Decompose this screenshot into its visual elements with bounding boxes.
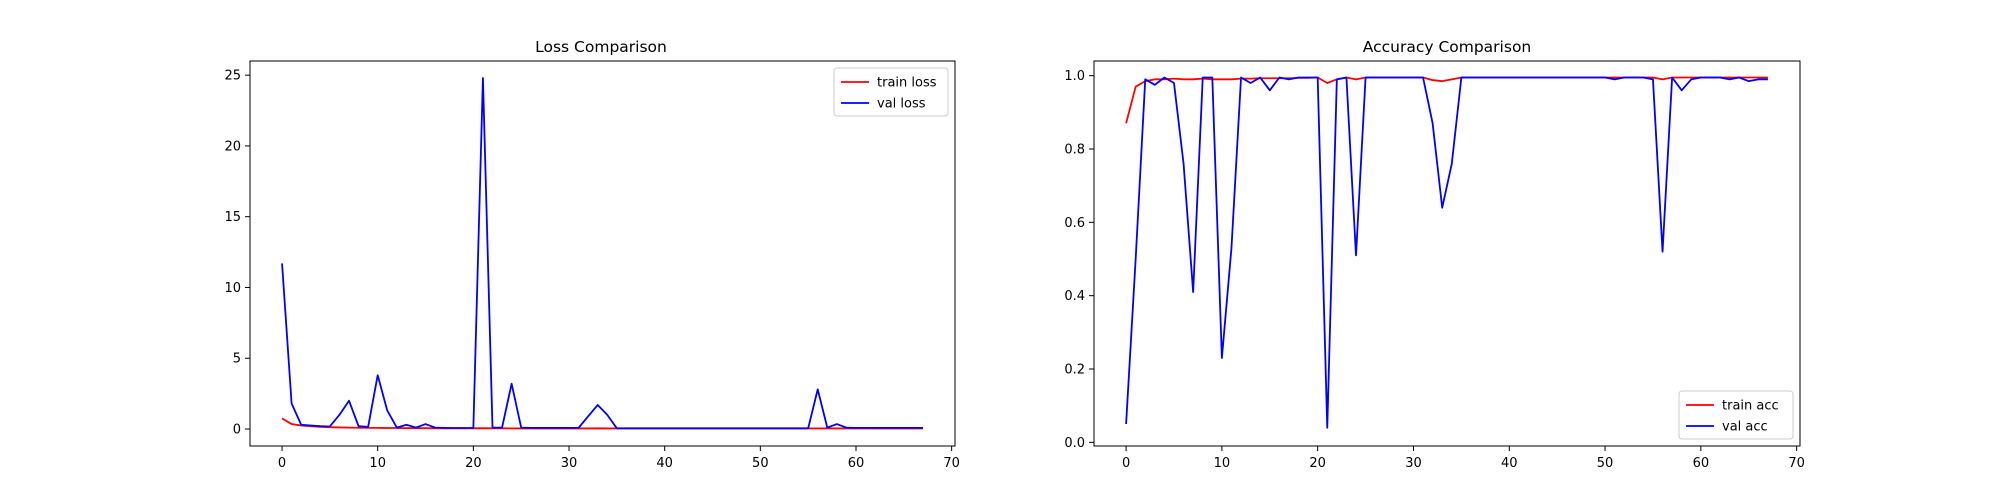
loss-comparison-chart: Loss Comparison 0 10 20 30 40 50 60 70 0 5 10 15 20 2… <box>224 38 959 471</box>
x-tick-label: 0 <box>1122 456 1130 471</box>
series-line-val-acc <box>1125 76 1768 429</box>
y-tick-label: 0.8 <box>1064 143 1085 158</box>
y-tick-label: 25 <box>224 69 241 84</box>
x-tick-label: 50 <box>1597 456 1614 471</box>
x-tick-label: 30 <box>1405 456 1422 471</box>
y-tick-label: 1.0 <box>1064 69 1085 84</box>
y-tick-label: 0.2 <box>1064 363 1085 378</box>
legend-box <box>1678 390 1794 440</box>
x-tick-label: 10 <box>1214 456 1231 471</box>
legend-label-train-loss: train loss <box>877 76 937 91</box>
series-line-val-loss <box>281 77 923 430</box>
legend-label-val-acc: val acc <box>1722 420 1768 435</box>
y-tick-label: 15 <box>224 210 241 225</box>
x-tick-label: 20 <box>1309 456 1326 471</box>
y-tick-label: 5 <box>233 352 241 367</box>
chart-title: Loss Comparison <box>535 38 667 56</box>
y-tick-label: 0.6 <box>1064 216 1085 231</box>
x-tick-label: 70 <box>1788 456 1805 471</box>
x-tick-label: 30 <box>561 456 578 471</box>
series-line-train-loss <box>281 417 923 430</box>
x-tick-label: 10 <box>369 456 386 471</box>
chart-title: Accuracy Comparison <box>1363 38 1532 56</box>
x-tick-label: 60 <box>848 456 865 471</box>
plot-frame <box>1093 60 1801 447</box>
accuracy-comparison-chart: Accuracy Comparison 0 10 20 30 40 50 60 70 0.0 0.… <box>1064 38 1805 471</box>
legend: train acc val acc <box>1678 390 1794 440</box>
y-tick-label: 0.0 <box>1064 436 1085 451</box>
x-tick-label: 70 <box>943 456 960 471</box>
legend-label-train-acc: train acc <box>1722 399 1779 414</box>
legend: train loss val loss <box>833 67 949 117</box>
x-tick-label: 20 <box>465 456 482 471</box>
y-tick-label: 0 <box>233 423 241 438</box>
x-tick-label: 60 <box>1693 456 1710 471</box>
x-tick-label: 40 <box>656 456 673 471</box>
y-tick-label: 0.4 <box>1064 289 1085 304</box>
y-tick-label: 20 <box>224 139 241 154</box>
y-tick-label: 10 <box>224 281 241 296</box>
series-line-train-acc <box>1125 76 1768 124</box>
x-tick-label: 0 <box>278 456 286 471</box>
x-tick-label: 40 <box>1501 456 1518 471</box>
plot-frame <box>249 60 956 447</box>
legend-box <box>833 67 949 117</box>
legend-label-val-loss: val loss <box>877 97 926 112</box>
x-tick-label: 50 <box>752 456 769 471</box>
